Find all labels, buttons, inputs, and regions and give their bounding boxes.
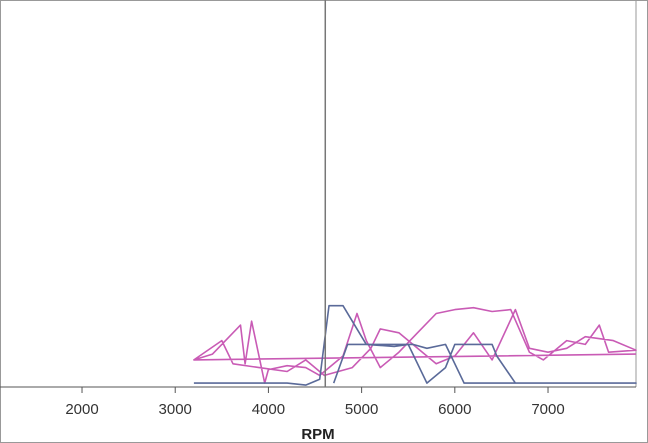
x-tick-label: 6000 (438, 401, 471, 418)
x-axis-label: RPM (301, 426, 334, 443)
x-tick-label: 3000 (159, 401, 192, 418)
x-tick-label: 4000 (252, 401, 285, 418)
x-tick-label: 5000 (345, 401, 378, 418)
x-tick-label: 7000 (531, 401, 564, 418)
x-tick-label: 2000 (65, 401, 98, 418)
series-line (193, 306, 637, 384)
